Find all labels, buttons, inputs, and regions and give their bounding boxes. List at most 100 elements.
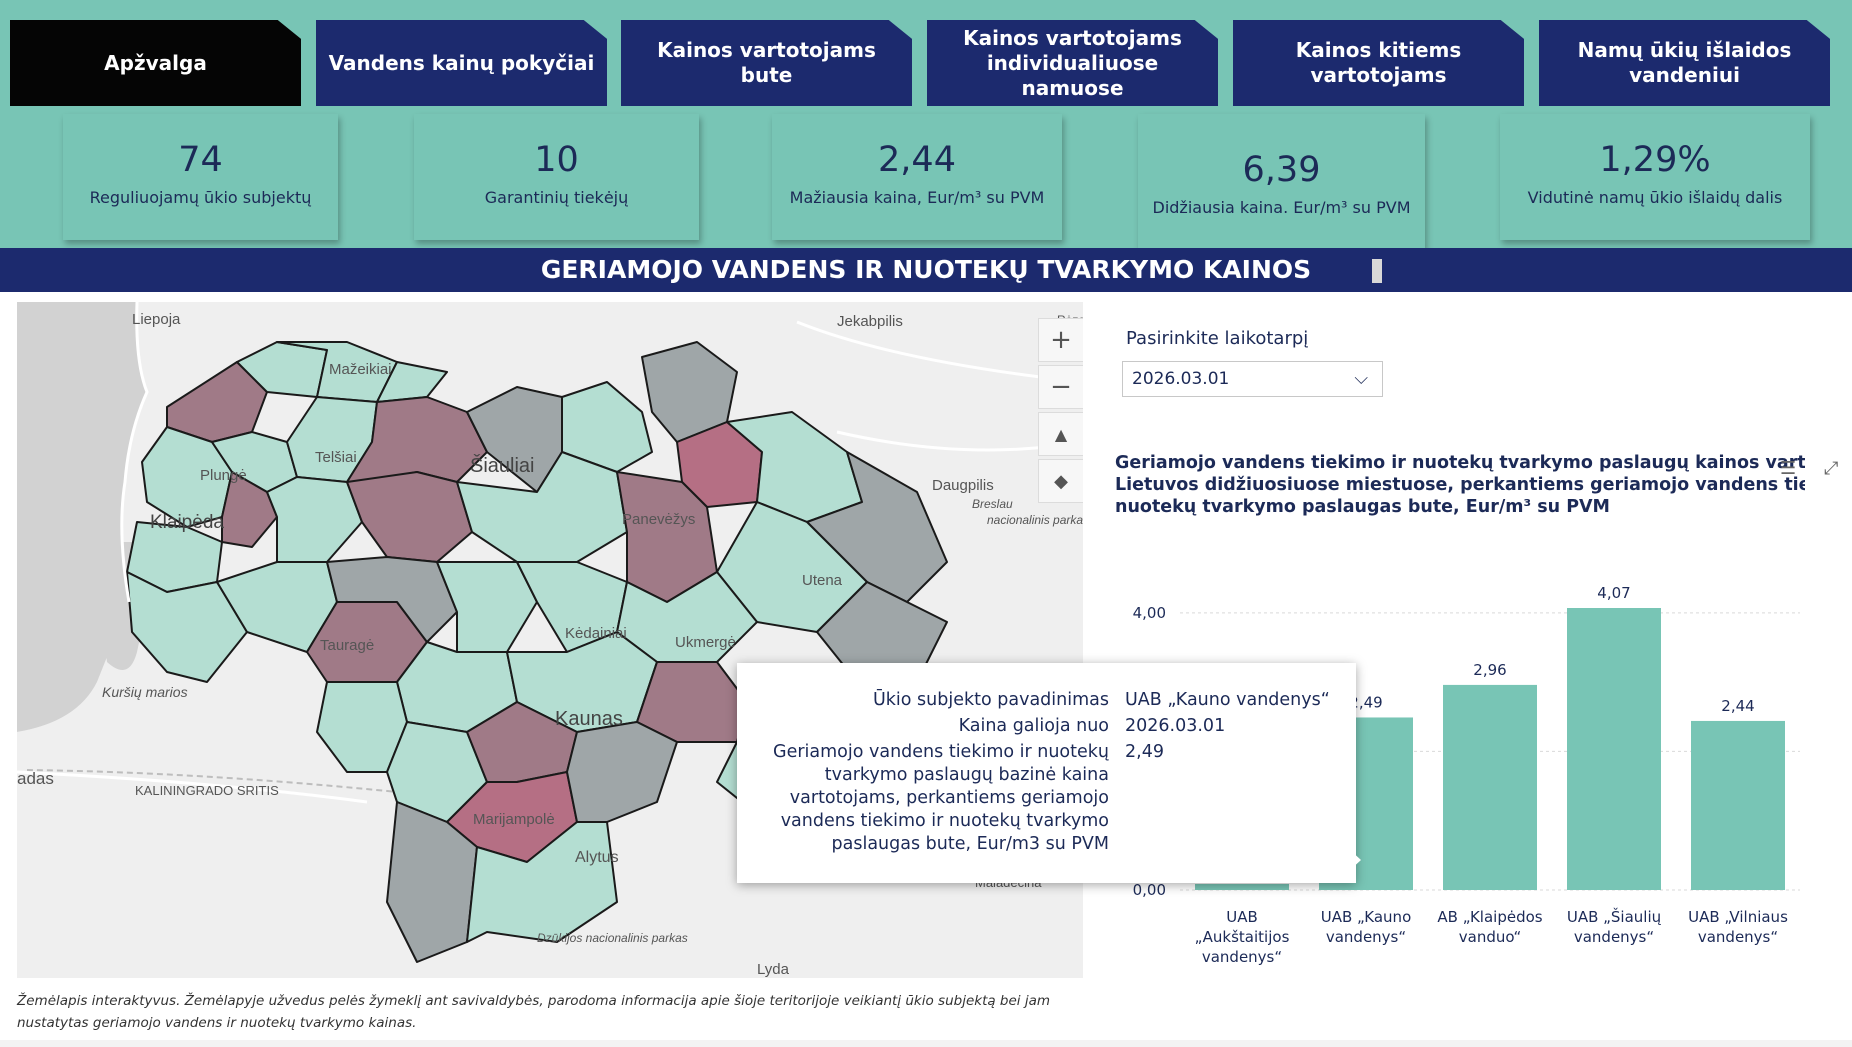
map-label: Plungė — [200, 467, 247, 484]
map-label: Breslau — [972, 497, 1013, 511]
map-label: Kaunas — [555, 708, 623, 730]
x-tick-label: vandenys“ — [1698, 928, 1778, 946]
bar[interactable] — [1567, 608, 1661, 890]
map-label: adas — [17, 769, 54, 788]
map-label: Klaipėda — [150, 512, 224, 533]
tab-label: Kainos vartotojams bute — [657, 38, 876, 87]
coastline — [120, 302, 149, 603]
kpi-value: 1,29% — [1599, 140, 1711, 180]
tooltip-value: UAB „Kauno vandenys“ — [1125, 690, 1330, 710]
price-bar-chart[interactable]: 0,00 4,00 UAB „Aukštaitijos vandenys“ 2,49 UAB… — [1110, 560, 1810, 980]
map-label: Liepoja — [132, 311, 181, 328]
kpi-value: 10 — [534, 140, 579, 180]
kpi-card: 1,29% Vidutinė namų ūkio išlaidų dalis — [1500, 114, 1810, 240]
kpi-value: 6,39 — [1242, 150, 1321, 190]
municipality-region[interactable] — [266, 476, 363, 563]
map-canvas[interactable]: Liepoja Mažeikiai Jekabpilis Plungė Telš… — [17, 302, 1083, 978]
x-tick-label: „Aukštaitijos — [1195, 928, 1290, 946]
kpi-card: 6,39 Didžiausia kaina. Eur/m³ su PVM — [1138, 114, 1425, 249]
map-label: Utena — [802, 572, 843, 589]
municipality-region[interactable] — [126, 571, 248, 683]
x-tick-label: UAB — [1226, 908, 1258, 926]
zoom-in-button[interactable]: + — [1038, 318, 1083, 362]
minus-icon: − — [1050, 372, 1072, 402]
map-label: Mažeikiai — [329, 361, 392, 378]
bottom-strip — [0, 1040, 1852, 1047]
map-label: Alytus — [575, 849, 619, 866]
map-label: Panevėžys — [622, 511, 695, 528]
x-tick-label: vanduo“ — [1459, 928, 1521, 946]
map-label: Kėdainiai — [565, 625, 627, 642]
bar[interactable] — [1691, 720, 1785, 890]
bar[interactable] — [1195, 884, 1289, 890]
tab-label: Vandens kainų pokyčiai — [328, 50, 595, 75]
kpi-value: 2,44 — [878, 140, 956, 180]
period-select-value: 2026.03.01 — [1132, 369, 1230, 389]
tooltip-key: Ūkio subjekto pavadinimas — [873, 689, 1109, 712]
map-note: Žemėlapis interaktyvus. Žemėlapyje užved… — [17, 993, 1051, 1031]
y-tick-label: 4,00 — [1133, 604, 1166, 622]
y-tick-label: 0,00 — [1133, 881, 1166, 899]
municipality-region[interactable] — [326, 556, 458, 643]
map-label: Tauragė — [320, 637, 374, 654]
tab-label: Kainos kitiems vartotojams — [1295, 38, 1462, 87]
x-tick-label: vandenys“ — [1202, 948, 1282, 966]
tooltip-key-line: paslaugas bute, Eur/m3 su PVM — [831, 834, 1109, 854]
kpi-card: 10 Garantinių tiekėjų — [414, 114, 699, 240]
tooltip-key-line: tvarkymo paslaugų bazinė kaina — [824, 765, 1109, 785]
tooltip-value: 2,49 — [1125, 742, 1164, 762]
x-tick-label: UAB „Kauno — [1321, 908, 1412, 926]
tab-5[interactable]: Kainos kitiems vartotojams — [1233, 20, 1524, 106]
kpi-card: 74 Reguliuojamų ūkio subjektų — [63, 114, 338, 240]
chart-title-line: nuotekų tvarkymo paslaugas bute, Eur/m³ … — [1115, 497, 1610, 517]
tab-label: Apžvalga — [104, 50, 207, 75]
road-line — [796, 320, 1083, 384]
expand-icon[interactable]: ⤢ — [1824, 458, 1839, 479]
tooltip-key: Kaina galioja nuo — [959, 715, 1109, 738]
tab-1[interactable]: Apžvalga — [10, 20, 301, 106]
map-label: Jekabpilis — [837, 313, 903, 330]
x-tick-label: vandenys“ — [1574, 928, 1654, 946]
map-label: Marijampolė — [473, 811, 555, 828]
chevron-down-icon: ⌵ — [1354, 368, 1368, 389]
kpi-label: Mažiausia kaina, Eur/m³ su PVM — [789, 188, 1045, 207]
period-filter-label: Pasirinkite laikotarpį — [1126, 328, 1309, 349]
tab-2[interactable]: Vandens kainų pokyčiai — [316, 20, 607, 106]
municipality-group[interactable] — [126, 341, 948, 963]
tilt-icon: ▲ — [1054, 424, 1068, 444]
municipality-region[interactable] — [566, 721, 678, 823]
compass-icon: ◆ — [1054, 470, 1068, 492]
compass-button[interactable]: ◆ — [1038, 459, 1083, 503]
tooltip-arrow — [1349, 849, 1361, 871]
zoom-out-button[interactable]: − — [1038, 365, 1083, 409]
kpi-label: Vidutinė namų ūkio išlaidų dalis — [1527, 188, 1783, 207]
municipality-region[interactable] — [346, 471, 473, 563]
map-labels: Liepoja Mažeikiai Jekabpilis Plungė Telš… — [17, 311, 1083, 978]
text-cursor-marker — [1372, 259, 1382, 283]
x-tick-label: vandenys“ — [1326, 928, 1406, 946]
map-label: Lyda — [757, 961, 790, 978]
chart-title: Geriamojo vandens tiekimo ir nuotekų tva… — [1115, 452, 1805, 518]
period-select[interactable]: 2026.03.01 ⌵ — [1122, 361, 1383, 397]
kpi-card: 2,44 Mažiausia kaina, Eur/m³ su PVM — [772, 114, 1062, 240]
section-title: GERIAMOJO VANDENS IR NUOTEKŲ TVARKYMO KA… — [540, 255, 1312, 284]
kpi-label: Reguliuojamų ūkio subjektų — [89, 188, 312, 207]
tooltip-key-line: Ūkio subjekto pavadinimas — [872, 690, 1109, 710]
tooltip-value: 2026.03.01 — [1125, 716, 1226, 736]
map-label: Telšiai — [315, 449, 357, 466]
tab-6[interactable]: Namų ūkių išlaidos vandeniui — [1539, 20, 1830, 106]
municipality-region[interactable] — [466, 821, 618, 943]
tab-3[interactable]: Kainos vartotojams bute — [621, 20, 912, 106]
filter-icon[interactable]: ☰ — [1780, 458, 1797, 479]
map-label: Daugpilis — [932, 477, 994, 494]
tilt-button[interactable]: ▲ — [1038, 412, 1083, 456]
municipality-map[interactable]: Liepoja Mažeikiai Jekabpilis Plungė Telš… — [17, 302, 1083, 978]
bar[interactable] — [1443, 684, 1537, 890]
chart-title-line: Lietuvos didžiuosiuose miestuose, perkan… — [1115, 475, 1805, 495]
map-label: nacionalinis parkas — [987, 513, 1083, 527]
bar-value-label: 2,96 — [1473, 661, 1506, 679]
tab-4[interactable]: Kainos vartotojams individualiuose namuo… — [927, 20, 1218, 106]
tab-label: Namų ūkių išlaidos vandeniui — [1577, 38, 1792, 87]
kpi-value: 74 — [178, 140, 223, 180]
tooltip-key-line: Geriamojo vandens tiekimo ir nuotekų — [773, 742, 1109, 762]
